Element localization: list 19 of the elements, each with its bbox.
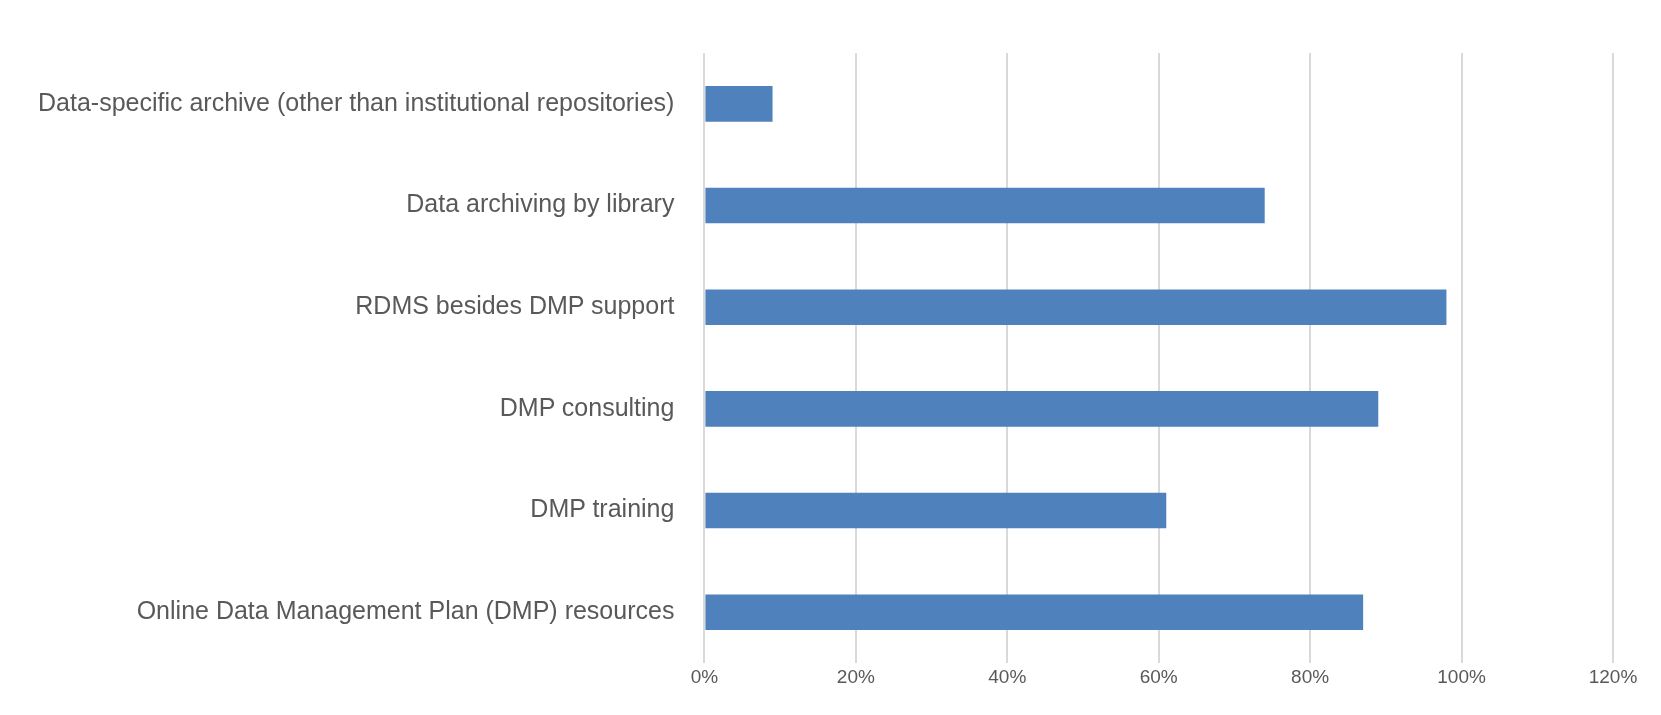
y-tick-label: Data-specific archive (other than institutional repositories) (38, 87, 675, 116)
x-tick-label: 0% (690, 665, 719, 687)
y-tick-label: Online Data Management Plan (DMP) resources (136, 596, 675, 625)
x-tick-label: 100% (1437, 665, 1486, 687)
x-tick-label: 60% (1139, 665, 1178, 687)
y-tick-label: RDMS besides DMP support (355, 291, 675, 320)
bar (705, 492, 1167, 529)
bar (705, 86, 773, 122)
x-tick-label: 40% (988, 665, 1027, 687)
bar (705, 289, 1447, 325)
x-tick-label: 20% (836, 665, 875, 687)
y-tick-label: DMP training (530, 494, 675, 523)
bar (705, 187, 1265, 224)
bar (705, 391, 1379, 427)
x-tick-label: 80% (1291, 665, 1330, 687)
y-tick-label: DMP consulting (499, 392, 675, 421)
bar (705, 594, 1364, 630)
y-tick-label: Data archiving by library (406, 189, 675, 218)
x-tick-label: 120% (1588, 665, 1638, 687)
